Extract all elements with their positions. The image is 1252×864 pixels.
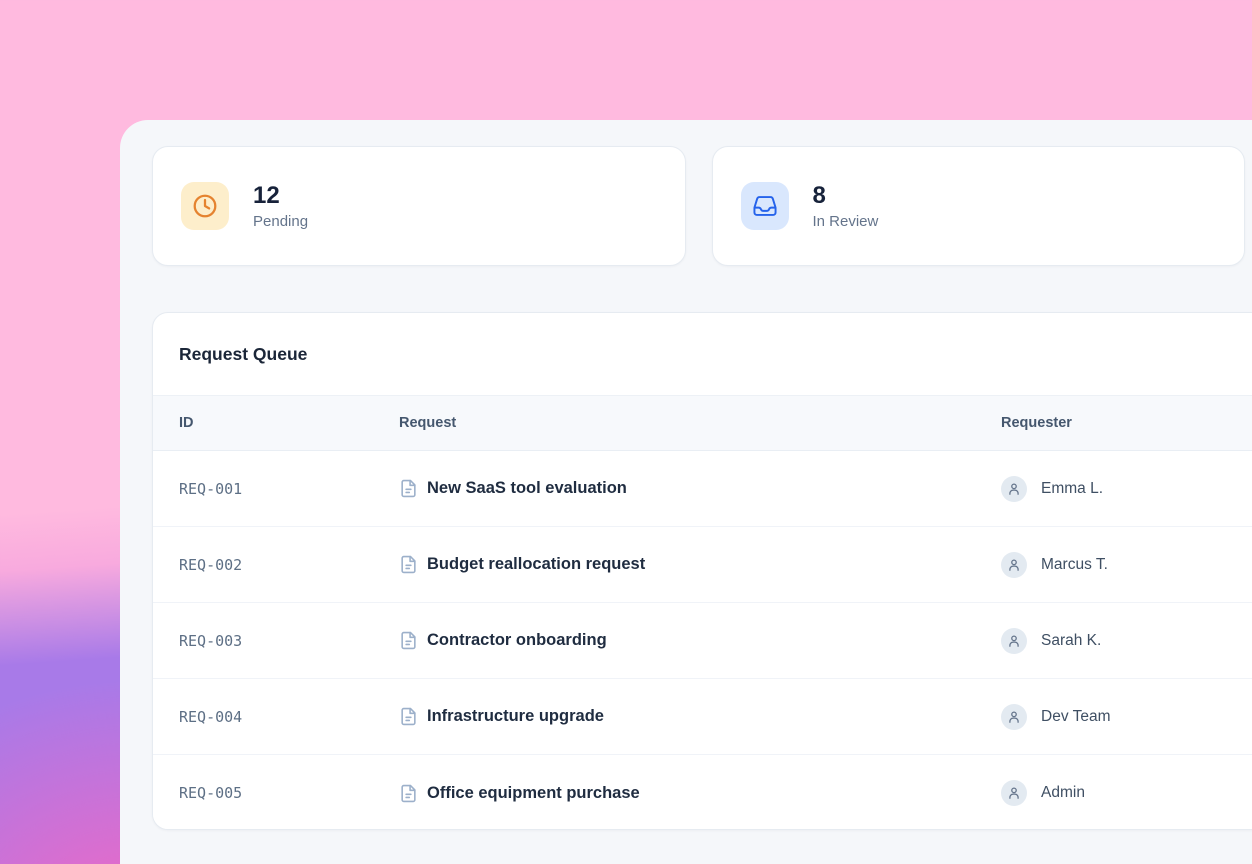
- row-id: REQ-002: [179, 555, 243, 574]
- table-header-row: ID Request Requester: [153, 396, 1252, 451]
- request-title: Budget reallocation request: [427, 555, 646, 573]
- avatar: [1001, 627, 1027, 654]
- stat-card-pending: 12 Pending: [152, 146, 686, 266]
- row-id: REQ-001: [179, 479, 243, 498]
- stat-text: 12 Pending: [253, 182, 308, 230]
- document-icon: [399, 479, 418, 498]
- inbox-icon: [740, 182, 789, 230]
- table-row[interactable]: REQ-003 Contractor onboarding Sarah K.: [153, 603, 1252, 679]
- avatar: [1001, 475, 1027, 502]
- requester-name: Dev Team: [1041, 707, 1111, 725]
- document-icon: [399, 784, 418, 803]
- avatar: [1001, 703, 1027, 730]
- row-requester-cell: Marcus T.: [1001, 551, 1252, 578]
- table-row[interactable]: REQ-001 New SaaS tool evaluation Emma L.: [153, 451, 1252, 527]
- document-icon: [399, 631, 418, 650]
- table-title-bar: Request Queue: [153, 313, 1252, 396]
- requester-name: Emma L.: [1041, 479, 1104, 497]
- table-row[interactable]: REQ-002 Budget reallocation request Marc…: [153, 527, 1252, 603]
- column-header-request: Request: [399, 415, 457, 431]
- column-header-id: ID: [179, 415, 194, 431]
- requester-name: Sarah K.: [1041, 631, 1102, 649]
- table-row[interactable]: REQ-004 Infrastructure upgrade Dev Team: [153, 679, 1252, 755]
- request-title: Office equipment purchase: [427, 783, 640, 802]
- requester-name: Marcus T.: [1041, 555, 1108, 573]
- column-header-requester: Requester: [1001, 415, 1072, 431]
- clock-icon: [181, 182, 229, 230]
- row-request-cell: Office equipment purchase: [399, 784, 1001, 803]
- pending-label: Pending: [253, 212, 309, 230]
- request-title: Contractor onboarding: [427, 631, 607, 649]
- document-icon: [399, 555, 418, 574]
- avatar: [1001, 551, 1027, 578]
- table-row[interactable]: REQ-005 Office equipment purchase Admin: [153, 755, 1252, 829]
- document-icon: [399, 707, 418, 726]
- request-queue-card: Request Queue ID Request Requester REQ-0…: [152, 312, 1252, 830]
- in-review-label: In Review: [812, 212, 879, 230]
- requester-name: Admin: [1041, 784, 1085, 801]
- avatar: [1001, 780, 1027, 806]
- in-review-count: 8: [812, 182, 826, 210]
- row-id: REQ-003: [179, 631, 243, 650]
- row-id: REQ-005: [179, 784, 243, 802]
- pending-count: 12: [253, 182, 280, 210]
- row-request-cell: Infrastructure upgrade: [399, 707, 1001, 726]
- stats-row: 12 Pending 8 In Review: [152, 146, 1245, 266]
- row-request-cell: Contractor onboarding: [399, 631, 1001, 650]
- row-requester-cell: Dev Team: [1001, 703, 1252, 730]
- row-request-cell: Budget reallocation request: [399, 555, 1001, 574]
- row-requester-cell: Sarah K.: [1001, 627, 1252, 654]
- row-request-cell: New SaaS tool evaluation: [399, 479, 1001, 498]
- table-body: REQ-001 New SaaS tool evaluation Emma L.: [153, 451, 1252, 829]
- request-title: Infrastructure upgrade: [427, 707, 604, 725]
- row-requester-cell: Admin: [1001, 780, 1252, 806]
- main-panel: 12 Pending 8 In Review Request Queue ID …: [120, 120, 1252, 864]
- row-id: REQ-004: [179, 707, 243, 726]
- request-title: New SaaS tool evaluation: [427, 479, 627, 497]
- table-title: Request Queue: [179, 343, 308, 364]
- stat-text: 8 In Review: [813, 182, 879, 230]
- row-requester-cell: Emma L.: [1001, 475, 1252, 502]
- stat-card-in-review: 8 In Review: [711, 146, 1245, 266]
